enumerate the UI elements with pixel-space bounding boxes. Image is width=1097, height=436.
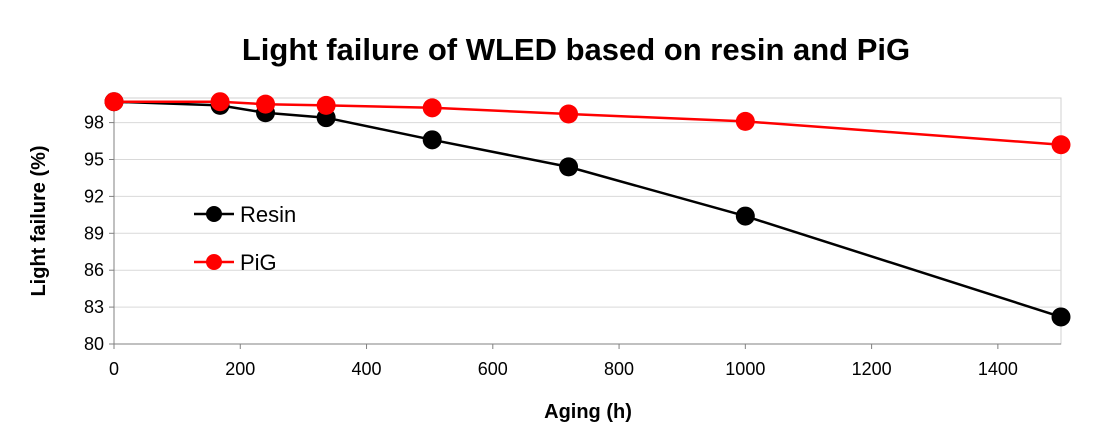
data-point-resin bbox=[735, 206, 755, 226]
x-tick-label: 400 bbox=[352, 359, 382, 379]
x-tick-labels: 0 200 400 600 800 1000 1200 1400 bbox=[109, 344, 1018, 379]
data-point-pig bbox=[735, 111, 755, 131]
y-tick-label: 83 bbox=[84, 297, 104, 317]
x-tick-label: 1400 bbox=[978, 359, 1018, 379]
data-point-pig bbox=[256, 94, 276, 114]
x-tick-label: 1200 bbox=[852, 359, 892, 379]
legend-marker-resin bbox=[206, 206, 222, 222]
data-point-pig bbox=[210, 92, 230, 112]
x-tick-label: 800 bbox=[604, 359, 634, 379]
data-point-pig bbox=[559, 104, 579, 124]
y-tick-label: 92 bbox=[84, 186, 104, 206]
data-point-pig bbox=[104, 92, 124, 112]
gridlines bbox=[114, 122, 1061, 308]
y-tick-label: 95 bbox=[84, 150, 104, 170]
legend-label-resin: Resin bbox=[240, 202, 296, 227]
data-point-pig bbox=[316, 95, 336, 115]
legend-item-pig: PiG bbox=[194, 250, 277, 275]
x-tick-label: 600 bbox=[478, 359, 508, 379]
x-tick-label: 1000 bbox=[725, 359, 765, 379]
legend: Resin PiG bbox=[194, 202, 296, 275]
data-point-resin bbox=[1051, 307, 1071, 327]
x-tick-label: 200 bbox=[225, 359, 255, 379]
chart-title: Light failure of WLED based on resin and… bbox=[242, 32, 910, 67]
y-tick-label: 89 bbox=[84, 223, 104, 243]
y-tick-label: 86 bbox=[84, 260, 104, 280]
plot-area bbox=[113, 97, 1062, 345]
data-point-pig bbox=[1051, 135, 1071, 155]
y-axis-label: Light failure (%) bbox=[28, 145, 50, 296]
series-pig bbox=[104, 92, 1071, 155]
data-point-resin bbox=[422, 130, 442, 150]
x-axis-label: Aging (h) bbox=[544, 401, 632, 423]
data-point-pig bbox=[422, 98, 442, 118]
series-group bbox=[104, 92, 1071, 327]
data-point-resin bbox=[559, 157, 579, 177]
legend-marker-pig bbox=[206, 254, 222, 270]
x-tick-label: 0 bbox=[109, 359, 119, 379]
y-tick-labels: 80 83 86 89 92 95 98 bbox=[84, 113, 114, 354]
legend-label-pig: PiG bbox=[240, 250, 277, 275]
y-tick-label: 98 bbox=[84, 113, 104, 133]
legend-item-resin: Resin bbox=[194, 202, 296, 227]
axes bbox=[113, 98, 1061, 345]
y-tick-label: 80 bbox=[84, 334, 104, 354]
